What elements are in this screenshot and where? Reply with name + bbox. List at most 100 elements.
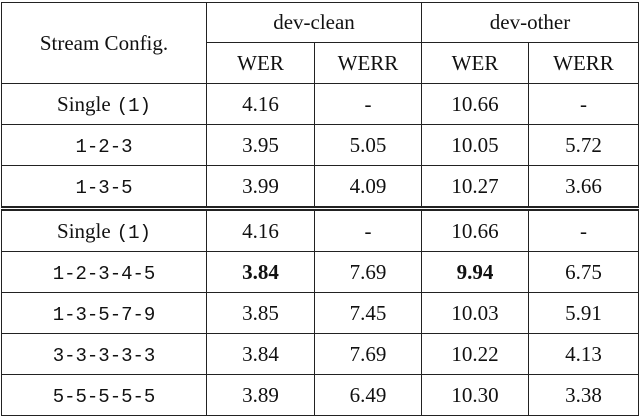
- metric-header: WER: [421, 42, 529, 84]
- value-cell: 3.84: [206, 333, 315, 375]
- config-cell: 5-5-5-5-5: [1, 374, 207, 416]
- value-cell: 4.13: [528, 333, 639, 375]
- value-cell: 10.05: [421, 124, 529, 166]
- value-text: 5.72: [565, 132, 602, 157]
- value-text: -: [364, 91, 372, 116]
- value-cell: -: [314, 206, 422, 252]
- header-row: Stream Config. dev-clean dev-other: [1, 2, 639, 84]
- value-cell: 3.84: [206, 251, 315, 293]
- metric-header: WERR: [314, 42, 422, 84]
- data-row: Single (1) 4.16 - 10.66 -: [1, 83, 639, 125]
- config-cell: 1-3-5: [1, 165, 207, 209]
- value-cell: -: [528, 206, 639, 252]
- value-text: 4.09: [349, 173, 387, 198]
- metric-header: WERR: [528, 42, 639, 84]
- value-text: 3.66: [565, 173, 602, 198]
- value-text: 5.05: [349, 132, 387, 157]
- value-cell: 3.95: [206, 124, 315, 166]
- config-cell: 1-2-3-4-5: [1, 251, 207, 293]
- value-cell: 9.94: [421, 251, 529, 293]
- value-text: 4.16: [242, 218, 279, 243]
- value-text: 10.30: [451, 382, 499, 407]
- value-cell: 10.66: [421, 83, 529, 125]
- config-code: 5-5-5-5-5: [52, 385, 156, 408]
- value-text: 3.85: [242, 300, 279, 325]
- config-code: 3-3-3-3-3: [52, 344, 156, 367]
- config-cell: 1-2-3: [1, 124, 207, 166]
- value-cell: 7.45: [314, 292, 422, 334]
- group-header: dev-clean: [206, 2, 422, 43]
- value-cell: 6.49: [314, 374, 422, 416]
- value-text: 4.13: [565, 341, 602, 366]
- value-cell: 10.22: [421, 333, 529, 375]
- value-text: 10.66: [451, 218, 499, 243]
- value-cell: 6.75: [528, 251, 639, 293]
- value-text: 3.38: [565, 382, 602, 407]
- config-cell: Single (1): [1, 206, 207, 252]
- config-code: 1-2-3-4-5: [52, 262, 156, 285]
- value-cell: 3.66: [528, 165, 639, 209]
- value-cell: -: [528, 83, 639, 125]
- value-cell: 3.85: [206, 292, 315, 334]
- value-cell: 4.16: [206, 206, 315, 252]
- value-text: 5.91: [565, 300, 602, 325]
- value-text: 3.99: [242, 173, 279, 198]
- config-text: Single: [57, 218, 111, 243]
- data-row: 3-3-3-3-3 3.84 7.69 10.22 4.13: [1, 333, 639, 375]
- data-row: 1-2-3-4-5 3.84 7.69 9.94 6.75: [1, 251, 639, 293]
- value-text: 10.27: [451, 173, 499, 198]
- value-text: -: [580, 91, 587, 116]
- metric-header: WER: [206, 42, 315, 84]
- value-text: 10.05: [451, 132, 499, 157]
- config-code: (1): [116, 94, 151, 117]
- config-code: (1): [116, 221, 151, 244]
- config-cell: 1-3-5-7-9: [1, 292, 207, 334]
- value-cell: 5.91: [528, 292, 639, 334]
- value-cell: 4.16: [206, 83, 315, 125]
- value-text: 10.03: [451, 300, 499, 325]
- value-cell: 3.89: [206, 374, 315, 416]
- value-text: 3.84: [242, 341, 279, 366]
- value-cell: 10.27: [421, 165, 529, 209]
- value-text: 6.75: [565, 259, 602, 284]
- data-row: Single (1) 4.16 - 10.66 -: [1, 206, 639, 252]
- config-text: Single: [57, 91, 111, 116]
- value-text: -: [580, 218, 587, 243]
- value-cell: 3.99: [206, 165, 315, 209]
- config-code: 1-2-3: [75, 135, 133, 158]
- config-code: 1-3-5-7-9: [52, 303, 156, 326]
- value-cell: 5.05: [314, 124, 422, 166]
- value-cell: 10.03: [421, 292, 529, 334]
- data-row: 1-3-5-7-9 3.85 7.45 10.03 5.91: [1, 292, 639, 334]
- value-cell: 5.72: [528, 124, 639, 166]
- value-text: 6.49: [349, 382, 387, 407]
- value-text: 3.95: [242, 132, 279, 157]
- config-cell: 3-3-3-3-3: [1, 333, 207, 375]
- value-cell: 3.38: [528, 374, 639, 416]
- value-text: 10.66: [451, 91, 499, 116]
- value-text: 9.94: [456, 259, 494, 284]
- value-text: 10.22: [451, 341, 499, 366]
- config-code: 1-3-5: [75, 176, 133, 199]
- data-row: 1-2-3 3.95 5.05 10.05 5.72: [1, 124, 639, 166]
- value-text: 3.89: [242, 382, 279, 407]
- value-cell: -: [314, 83, 422, 125]
- value-cell: 7.69: [314, 333, 422, 375]
- data-row: 1-3-5 3.99 4.09 10.27 3.66: [1, 165, 639, 209]
- value-text: 3.84: [242, 259, 279, 284]
- value-text: 7.69: [349, 259, 387, 284]
- value-cell: 4.09: [314, 165, 422, 209]
- value-cell: 10.66: [421, 206, 529, 252]
- config-cell: Single (1): [1, 83, 207, 125]
- header-cell: Stream Config.: [1, 2, 207, 84]
- group-header: dev-other: [421, 2, 639, 43]
- value-cell: 10.30: [421, 374, 529, 416]
- value-text: -: [364, 218, 372, 243]
- data-row: 5-5-5-5-5 3.89 6.49 10.30 3.38: [1, 374, 639, 416]
- value-cell: 7.69: [314, 251, 422, 293]
- value-text: 4.16: [242, 91, 279, 116]
- value-text: 7.69: [349, 341, 387, 366]
- value-text: 7.45: [349, 300, 387, 325]
